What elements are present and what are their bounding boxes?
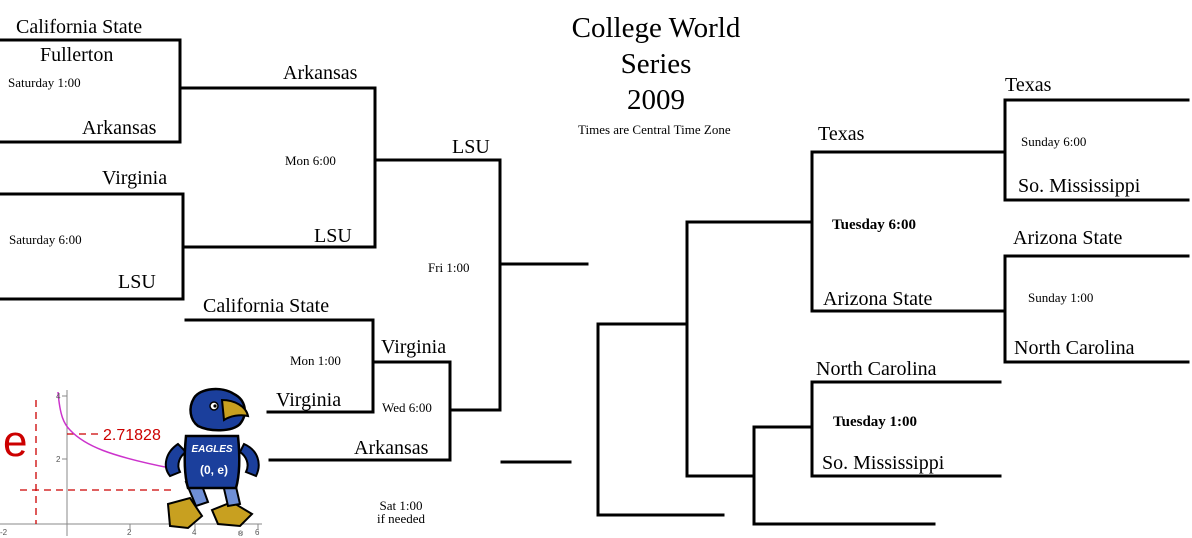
- ifneeded-line-1: Sat 1:00: [379, 498, 423, 513]
- right-g2-line: [1003, 254, 1190, 364]
- page-title: College World Series 2009: [546, 10, 766, 118]
- y-tick-2: 2: [56, 455, 61, 464]
- left-final-line: [373, 158, 502, 412]
- right-g1-time: Sunday 6:00: [1021, 134, 1087, 149]
- left-w1-team-top: Arkansas: [283, 62, 358, 84]
- right-ifneeded-line: [596, 322, 725, 517]
- left-l1-time: Mon 1:00: [290, 353, 341, 368]
- left-g2-team-bottom: LSU: [118, 271, 156, 293]
- registered-mark: ®: [238, 530, 244, 538]
- left-g1-team-top-a: California State: [16, 16, 143, 38]
- graph-dashes: [20, 400, 175, 524]
- right-g2-team-bottom: North Carolina: [1014, 337, 1135, 359]
- right-l1-time: Tuesday 1:00: [833, 414, 918, 430]
- x-tick-6: 6: [255, 528, 260, 537]
- right-g1-team-bottom: So. Mississippi: [1018, 175, 1141, 197]
- x-tick-4: 4: [192, 528, 197, 537]
- mascot-text-top: EAGLES: [191, 444, 232, 455]
- left-g1-time: Saturday 1:00: [8, 75, 81, 90]
- ifneeded-note: Sat 1:00 if needed: [366, 499, 436, 525]
- e-value: 2.71828: [103, 427, 161, 444]
- right-l1-team-bottom: So. Mississippi: [822, 452, 945, 474]
- right-final-line: [685, 220, 814, 478]
- title-line-1: College World: [571, 12, 741, 44]
- left-g1-team-top-b: Fullerton: [40, 44, 114, 66]
- left-g1-line: [0, 38, 182, 144]
- timezone-note: Times are Central Time Zone: [578, 122, 731, 137]
- right-g1-line: [1003, 98, 1190, 202]
- left-g1-team-bottom: Arkansas: [82, 117, 157, 139]
- title-line-2: Series: [620, 48, 692, 80]
- right-l1-team-top: North Carolina: [816, 358, 937, 380]
- left-w1-team-bottom: LSU: [314, 225, 352, 247]
- left-final-team: LSU: [452, 136, 490, 158]
- title-line-3: 2009: [627, 84, 685, 116]
- ifneeded-line-2: if needed: [376, 511, 425, 526]
- left-w1-time: Mon 6:00: [285, 153, 336, 168]
- e-letter: e: [3, 417, 27, 466]
- y-tick-4: 4: [56, 392, 61, 401]
- right-l1-line: [810, 380, 1002, 478]
- x-tick-neg2: -2: [0, 528, 8, 537]
- graph-curve: [57, 391, 171, 469]
- right-w1-team-bottom: Arizona State: [823, 288, 933, 310]
- left-l2-time: Wed 6:00: [382, 400, 432, 415]
- mascot-text-bottom: (0, e): [200, 463, 228, 477]
- left-l2-team-bottom: Arkansas: [354, 437, 429, 459]
- right-g2-time: Sunday 1:00: [1028, 290, 1094, 305]
- eagle-mascot-icon: EAGLES (0, e) ®: [164, 387, 260, 538]
- left-final-time: Fri 1:00: [428, 260, 470, 275]
- right-g1-team-top: Texas: [1005, 74, 1052, 96]
- left-w1-line: [178, 86, 377, 249]
- left-l1-line: [184, 318, 375, 414]
- eagles-logo: e 2.71828 4 2 -2 2 4 6 EAGLES (0, e) ®: [0, 387, 262, 538]
- right-g2-team-top: Arizona State: [1013, 227, 1123, 249]
- right-w1-time: Tuesday 6:00: [832, 217, 917, 233]
- left-l2-team-top: Virginia: [381, 336, 447, 358]
- left-g2-time: Saturday 6:00: [9, 232, 82, 247]
- left-l1-team-top: California State: [203, 295, 330, 317]
- right-w1-team-top: Texas: [818, 123, 865, 145]
- left-g2-team-top: Virginia: [102, 167, 168, 189]
- right-w1-line: [810, 150, 1007, 313]
- left-l1-team-bottom: Virginia: [276, 389, 342, 411]
- x-tick-2: 2: [127, 528, 132, 537]
